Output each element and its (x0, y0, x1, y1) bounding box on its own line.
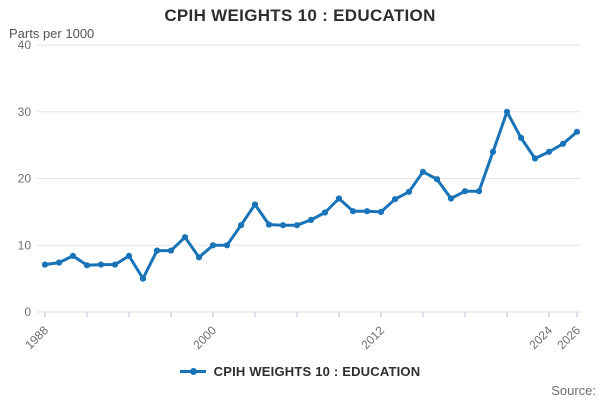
data-point[interactable] (97, 261, 105, 268)
data-point[interactable] (279, 222, 287, 229)
data-point[interactable] (433, 176, 441, 183)
data-point[interactable] (391, 196, 399, 203)
data-point[interactable] (307, 216, 315, 223)
data-point[interactable] (503, 108, 511, 115)
series-line[interactable] (43, 110, 579, 281)
data-point[interactable] (195, 254, 203, 261)
x-axis-ticks (44, 312, 578, 317)
chart-title: CPIH WEIGHTS 10 : EDUCATION (164, 6, 436, 25)
data-point[interactable] (573, 128, 581, 135)
source-label: Source: (551, 383, 596, 398)
data-point[interactable] (237, 222, 245, 229)
data-point[interactable] (223, 242, 231, 249)
data-point[interactable] (517, 134, 525, 141)
data-point[interactable] (167, 247, 175, 254)
y-axis-tick-label: 40 (18, 38, 32, 52)
x-axis-tick-label: 2026 (554, 323, 583, 352)
data-point[interactable] (251, 201, 259, 208)
legend-marker-dot-icon (189, 368, 197, 375)
data-point[interactable] (545, 148, 553, 155)
series-markers (41, 108, 581, 282)
data-point[interactable] (293, 222, 301, 229)
data-point[interactable] (139, 275, 147, 282)
data-point[interactable] (125, 252, 133, 259)
data-point[interactable] (447, 195, 455, 202)
data-point[interactable] (181, 234, 189, 241)
data-point[interactable] (265, 221, 273, 228)
data-point[interactable] (377, 208, 385, 215)
x-axis-tick-label: 2024 (526, 323, 555, 352)
data-point[interactable] (419, 168, 427, 175)
data-point[interactable] (111, 261, 119, 268)
legend-line-icon (179, 368, 206, 375)
data-point[interactable] (475, 188, 483, 195)
y-axis-tick-label: 20 (18, 172, 32, 186)
data-point[interactable] (41, 261, 49, 268)
gridlines (37, 44, 581, 313)
legend-label: CPIH WEIGHTS 10 : EDUCATION (213, 364, 421, 379)
data-point[interactable] (321, 209, 329, 216)
data-point[interactable] (55, 259, 63, 266)
data-point[interactable] (335, 195, 343, 202)
data-point[interactable] (531, 155, 539, 162)
data-point[interactable] (559, 140, 567, 147)
data-point[interactable] (405, 188, 413, 195)
data-point[interactable] (83, 262, 91, 269)
plot-area: 0 10 20 30 40 1988 2000 2012 2024 2026 (18, 38, 584, 352)
data-point[interactable] (461, 188, 469, 195)
x-axis-tick-label: 2012 (358, 323, 387, 352)
data-point[interactable] (153, 247, 161, 254)
y-axis-tick-labels: 0 10 20 30 40 (18, 38, 32, 319)
x-axis-tick-labels: 1988 2000 2012 2024 2026 (22, 323, 583, 352)
data-point[interactable] (209, 242, 217, 249)
data-point[interactable] (69, 252, 77, 259)
x-axis-tick-label: 2000 (190, 323, 219, 352)
y-axis-tick-label: 10 (18, 238, 32, 252)
legend-item[interactable]: CPIH WEIGHTS 10 : EDUCATION (0, 364, 600, 379)
y-axis-units-label: Parts per 1000 (9, 26, 95, 41)
data-point[interactable] (489, 148, 497, 155)
y-axis-tick-label: 0 (24, 305, 31, 319)
data-point[interactable] (363, 208, 371, 215)
data-point[interactable] (349, 208, 357, 215)
x-axis-tick-label: 1988 (22, 323, 51, 352)
y-axis-tick-label: 30 (18, 105, 32, 119)
